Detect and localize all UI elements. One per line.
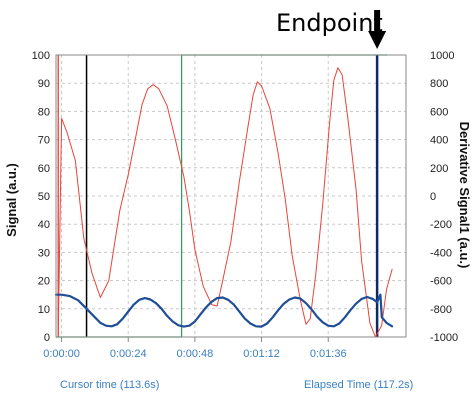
y-tick-label: 50 <box>38 191 50 203</box>
y2-tick-label: -800 <box>430 304 452 316</box>
y-tick-label: 80 <box>38 106 50 118</box>
cursor-time-label: Cursor time (113.6s) <box>60 379 160 391</box>
y2-tick-label: 200 <box>430 163 448 175</box>
y2-tick-labels: -1000 -800 -600 -400 -200 0 200 400 600 800 1000 <box>430 50 458 344</box>
x-tick-label: 0:01:36 <box>310 348 347 360</box>
y-tick-label: 60 <box>38 163 50 175</box>
y-tick-label: 10 <box>38 304 50 316</box>
y2-tick-label: -1000 <box>430 332 458 344</box>
y2-axis-title: Derivative Signal1 (a.u.) <box>457 122 472 269</box>
y-tick-label: 40 <box>38 219 50 231</box>
y-tick-label: 90 <box>38 78 50 90</box>
y2-tick-label: 0 <box>430 191 436 203</box>
y2-tick-label: 800 <box>430 78 448 90</box>
y2-tick-label: 1000 <box>430 50 454 62</box>
grid-lines <box>56 54 406 342</box>
y2-tick-label: -200 <box>430 219 452 231</box>
y2-tick-label: 600 <box>430 106 448 118</box>
y-axis-title: Signal (a.u.) <box>4 163 19 237</box>
arrow-shaft <box>374 10 381 34</box>
plot-frame <box>55 54 407 338</box>
x-tick-label: 0:00:48 <box>177 348 214 360</box>
y2-tick-label: -400 <box>430 247 452 259</box>
y2-tick-label: 400 <box>430 135 448 147</box>
x-tick-label: 0:00:24 <box>110 348 147 360</box>
arrow-head <box>368 31 387 49</box>
y-tick-labels: 0 10 20 30 40 50 60 70 80 90 100 <box>32 50 50 344</box>
derivative-series-line <box>57 54 393 338</box>
elapsed-time-label: Elapsed Time (117.2s) <box>304 379 414 391</box>
series-lines <box>54 54 394 338</box>
x-tick-label: 0:00:00 <box>43 348 80 360</box>
x-tick-labels: 0:00:00 0:00:24 0:00:48 0:01:12 0:01:36 <box>43 348 346 360</box>
y-tick-label: 100 <box>32 50 50 62</box>
y2-tick-label: -600 <box>430 276 452 288</box>
x-tick-label: 0:01:12 <box>243 348 280 360</box>
signal-series-line <box>54 293 394 328</box>
endpoint-annotation: Endpoint <box>276 9 383 37</box>
y-tick-label: 70 <box>38 135 50 147</box>
endpoint-arrow-icon <box>368 10 387 49</box>
y-tick-label: 0 <box>44 332 50 344</box>
y-tick-label: 20 <box>38 276 50 288</box>
y-tick-label: 30 <box>38 247 50 259</box>
